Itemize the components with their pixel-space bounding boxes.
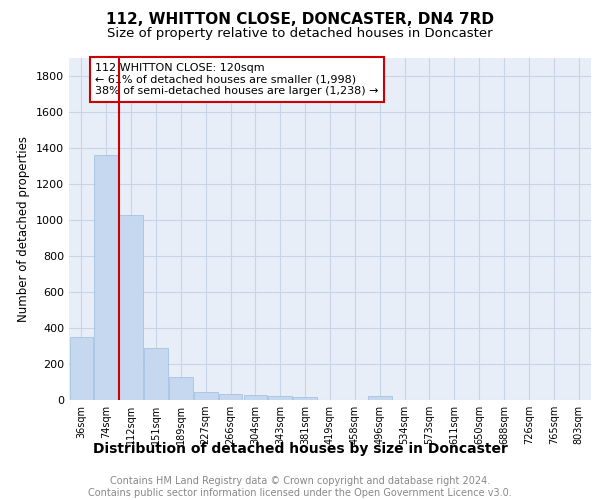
Bar	[268, 396, 292, 400]
Bar	[144, 348, 168, 400]
Bar	[368, 396, 392, 400]
Y-axis label: Number of detached properties: Number of detached properties	[17, 136, 31, 322]
Text: 112, WHITTON CLOSE, DONCASTER, DN4 7RD: 112, WHITTON CLOSE, DONCASTER, DN4 7RD	[106, 12, 494, 28]
Bar	[244, 394, 267, 400]
Bar	[119, 215, 143, 400]
Bar	[293, 398, 317, 400]
Text: Distribution of detached houses by size in Doncaster: Distribution of detached houses by size …	[92, 442, 508, 456]
Bar	[70, 337, 93, 400]
Text: Contains HM Land Registry data © Crown copyright and database right 2024.
Contai: Contains HM Land Registry data © Crown c…	[88, 476, 512, 498]
Bar	[94, 155, 118, 400]
Text: 112 WHITTON CLOSE: 120sqm
← 61% of detached houses are smaller (1,998)
38% of se: 112 WHITTON CLOSE: 120sqm ← 61% of detac…	[95, 63, 379, 96]
Text: Size of property relative to detached houses in Doncaster: Size of property relative to detached ho…	[107, 28, 493, 40]
Bar	[194, 392, 218, 400]
Bar	[169, 376, 193, 400]
Bar	[219, 394, 242, 400]
